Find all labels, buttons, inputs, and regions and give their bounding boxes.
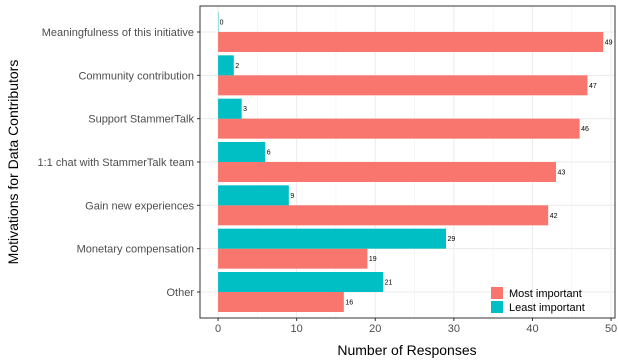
bar-value-label: 21	[385, 280, 393, 287]
bar	[218, 32, 604, 52]
bar	[218, 162, 557, 182]
legend-label: Least important	[509, 302, 585, 314]
y-tick-label: 1:1 chat with StammerTalk team	[37, 157, 194, 169]
x-tick-label: 40	[526, 323, 538, 335]
x-axis-title: Number of Responses	[337, 342, 476, 358]
bar-value-label: 49	[605, 40, 613, 47]
bar-value-label: 19	[369, 256, 377, 263]
x-tick-label: 50	[605, 323, 617, 335]
axes: 0 10 20 30 40 50 Meaningfulness of this initia…	[37, 27, 617, 335]
bar	[218, 248, 368, 269]
legend-label: Most important	[509, 288, 582, 300]
bar	[218, 55, 234, 76]
data-labels: 49 47 46 43 42 19 16 0 2 3 6 9 29 21	[220, 20, 613, 307]
x-tick-label: 30	[448, 323, 460, 335]
bar-value-label: 47	[589, 83, 597, 90]
y-axis-title: Motivations for Data Contributors	[5, 60, 21, 265]
x-tick-label: 0	[215, 323, 221, 335]
bar	[218, 118, 580, 139]
y-tick-label: Meaningfulness of this initiative	[42, 27, 194, 39]
bar-value-label: 2	[235, 63, 239, 70]
legend-swatch	[491, 287, 503, 299]
legend: Most important Least important	[491, 287, 585, 314]
bars	[218, 12, 604, 312]
bar	[218, 205, 549, 226]
bar-value-label: 43	[558, 170, 566, 177]
y-tick-label: Gain new experiences	[85, 200, 194, 212]
y-tick-label: Community contribution	[78, 70, 194, 82]
bar-value-label: 9	[290, 193, 294, 200]
y-tick-label: Other	[166, 287, 194, 299]
bar-value-label: 6	[267, 150, 271, 157]
bar-value-label: 0	[220, 20, 224, 27]
bar	[218, 272, 384, 292]
bar-value-label: 16	[345, 300, 353, 307]
bar	[218, 292, 344, 312]
x-tick-label: 20	[369, 323, 381, 335]
bar-value-label: 46	[581, 126, 589, 133]
bar	[218, 142, 266, 162]
bar-value-label: 3	[243, 106, 247, 113]
bar	[218, 228, 447, 249]
legend-swatch	[491, 301, 503, 313]
bar-value-label: 42	[550, 213, 558, 220]
y-tick-label: Monetary compensation	[77, 244, 194, 256]
bar	[218, 75, 588, 96]
bar	[218, 98, 242, 119]
bar	[218, 185, 289, 206]
y-tick-label: Support StammerTalk	[88, 114, 194, 126]
bar-value-label: 29	[448, 236, 456, 243]
x-tick-label: 10	[291, 323, 303, 335]
